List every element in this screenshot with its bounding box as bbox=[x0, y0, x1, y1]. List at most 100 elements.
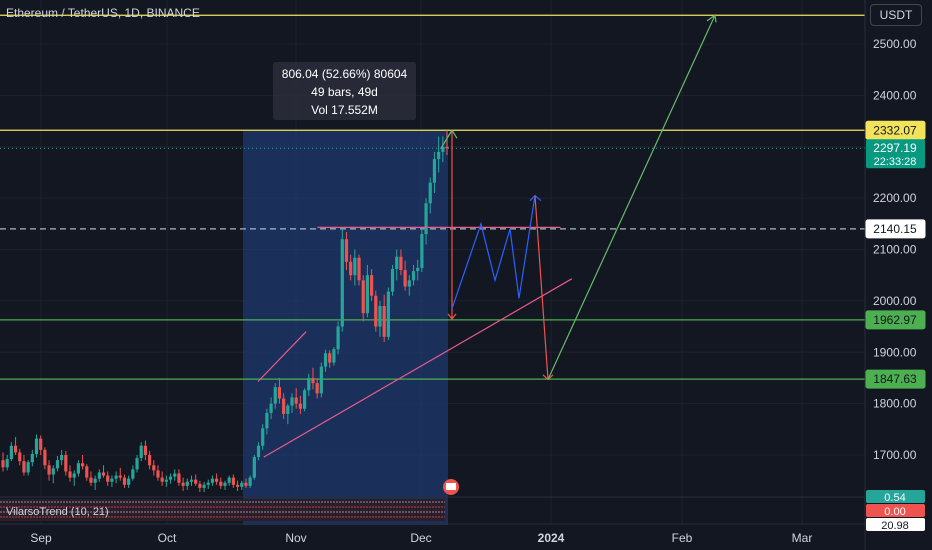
candle-body bbox=[64, 455, 68, 472]
projection-blue[interactable] bbox=[451, 195, 536, 309]
candle-body bbox=[181, 482, 185, 486]
measure-volume: Vol 17.552M bbox=[311, 103, 378, 117]
candle-body bbox=[55, 460, 60, 469]
candle-body bbox=[177, 473, 181, 483]
candle-body bbox=[269, 403, 273, 413]
indicator-value: 0.54 bbox=[884, 492, 905, 504]
candles bbox=[1, 130, 449, 492]
candle-body bbox=[47, 465, 51, 475]
candle-body bbox=[9, 445, 13, 460]
price-tag bbox=[865, 369, 926, 389]
candle-body bbox=[101, 472, 106, 476]
y-tick-label: 2200.00 bbox=[873, 191, 917, 205]
candle-body bbox=[143, 445, 148, 455]
candle-body bbox=[248, 477, 252, 486]
candle-body bbox=[340, 239, 344, 327]
candle-body bbox=[139, 445, 143, 459]
candle-body bbox=[131, 469, 135, 479]
candle-body bbox=[39, 438, 43, 450]
x-tick-label: Oct bbox=[158, 531, 177, 545]
y-tick-label: 1800.00 bbox=[873, 397, 917, 411]
candle-body bbox=[223, 482, 227, 486]
candle-body bbox=[294, 397, 298, 404]
candle-body bbox=[85, 466, 89, 478]
measure-change: 806.04 (52.66%) 80604 bbox=[281, 67, 408, 81]
candle-body bbox=[298, 403, 302, 409]
candle-body bbox=[13, 445, 18, 453]
indicator-pane bbox=[0, 496, 865, 525]
x-tick-label: Dec bbox=[410, 531, 431, 545]
candle-body bbox=[277, 387, 282, 399]
candle-body bbox=[265, 412, 269, 429]
candle-body bbox=[437, 151, 441, 160]
candle-body bbox=[395, 256, 399, 270]
candle-body bbox=[89, 477, 93, 483]
candle-body bbox=[18, 452, 22, 462]
candle-body bbox=[202, 484, 206, 488]
candle-body bbox=[374, 295, 378, 327]
candle-body bbox=[240, 482, 244, 487]
candle-body bbox=[390, 269, 395, 292]
candle-body bbox=[424, 203, 428, 235]
candle-body bbox=[110, 478, 114, 482]
candle-body bbox=[382, 306, 386, 337]
current-price: 2297.19 bbox=[873, 141, 917, 155]
projection-green[interactable] bbox=[547, 14, 716, 380]
candle-body bbox=[319, 366, 323, 394]
indicator-value: 20.98 bbox=[881, 520, 909, 532]
candle-body bbox=[60, 455, 64, 461]
candle-body bbox=[311, 377, 315, 384]
time-axis[interactable]: Sep Oct Nov Dec 2024 Feb Mar bbox=[30, 531, 812, 545]
x-tick-label: Sep bbox=[30, 531, 52, 545]
candle-body bbox=[286, 405, 290, 414]
indicator-label[interactable]: VilarsoTrend (10, 21) bbox=[6, 506, 109, 518]
candle-body bbox=[445, 146, 449, 149]
y-tick-label: 2500.00 bbox=[873, 37, 917, 51]
candle-body bbox=[152, 465, 156, 471]
x-tick-label: Nov bbox=[285, 531, 306, 545]
measure-range-box bbox=[243, 130, 448, 525]
candle-body bbox=[30, 453, 34, 463]
candle-body bbox=[51, 468, 55, 475]
upper-trendline[interactable] bbox=[257, 331, 307, 382]
y-tick-label: 2000.00 bbox=[873, 294, 917, 308]
price-tag-label: 1962.97 bbox=[873, 313, 917, 327]
candle-body bbox=[256, 445, 261, 458]
y-tick-label: 2100.00 bbox=[873, 243, 917, 257]
candle-body bbox=[5, 459, 9, 468]
candle-body bbox=[206, 482, 210, 485]
indicator-tag bbox=[866, 504, 925, 517]
candle-body bbox=[164, 479, 168, 482]
candle-body bbox=[407, 280, 411, 287]
candle-body bbox=[76, 463, 80, 474]
currency-button[interactable]: USDT bbox=[870, 4, 922, 26]
candle-body bbox=[127, 478, 131, 485]
candle-body bbox=[378, 306, 382, 327]
support-trendline[interactable] bbox=[263, 278, 573, 458]
candle-body bbox=[399, 256, 403, 271]
countdown: 22:33:28 bbox=[874, 156, 917, 168]
candle-body bbox=[403, 270, 407, 287]
candle-body bbox=[22, 461, 26, 473]
candle-body bbox=[353, 257, 357, 276]
candle-body bbox=[416, 267, 420, 272]
candle-body bbox=[365, 275, 370, 314]
candle-body bbox=[336, 326, 340, 350]
indicator-tag bbox=[866, 518, 925, 531]
arrow-head bbox=[706, 14, 717, 23]
horizontal-levels bbox=[0, 14, 865, 380]
candle-body bbox=[227, 477, 231, 483]
candle-body bbox=[215, 478, 219, 482]
projection-red[interactable] bbox=[534, 195, 549, 380]
y-tick-label: 1900.00 bbox=[873, 345, 917, 359]
candle-body bbox=[118, 475, 122, 478]
candle-body bbox=[43, 449, 47, 466]
candle-body bbox=[332, 349, 336, 363]
x-tick-label: Feb bbox=[672, 531, 693, 545]
y-tick-label: 2400.00 bbox=[873, 88, 917, 102]
symbol-header: Ethereum / TetherUS, 1D, BINANCE bbox=[6, 6, 200, 20]
candle-body bbox=[235, 484, 240, 487]
candle-body bbox=[194, 479, 198, 484]
